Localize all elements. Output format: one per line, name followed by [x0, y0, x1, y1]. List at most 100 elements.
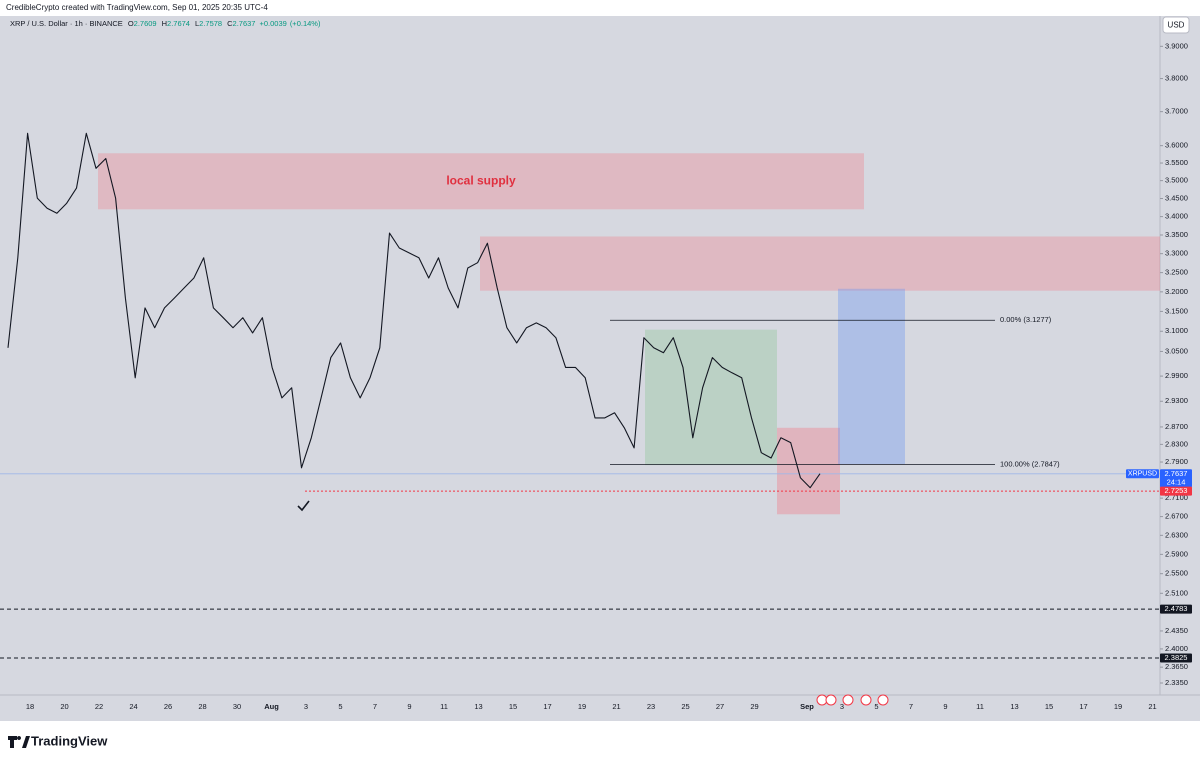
fib-label: 0.00% (3.1277)	[1000, 315, 1052, 324]
x-tick-label: 22	[95, 702, 103, 711]
y-tick-label: 3.7000	[1165, 107, 1188, 116]
x-tick-label: 21	[612, 702, 620, 711]
check-icon	[297, 500, 310, 512]
y-tick-label: 2.7900	[1165, 457, 1188, 466]
brand-name: TradingView	[31, 733, 108, 748]
y-tick-label: 2.6300	[1165, 530, 1188, 539]
y-tick-label: 3.5500	[1165, 158, 1188, 167]
x-tick-label: Aug	[264, 702, 279, 711]
x-tick-label: 21	[1148, 702, 1156, 711]
brand-logo	[8, 736, 30, 748]
y-tick-label: 2.5100	[1165, 588, 1188, 597]
y-tick-label: 3.6000	[1165, 141, 1188, 150]
event-icon[interactable]	[877, 694, 889, 706]
x-tick-label: 15	[1045, 702, 1053, 711]
y-tick-label: 2.5900	[1165, 549, 1188, 558]
event-icon[interactable]	[860, 694, 872, 706]
price-badge	[1160, 486, 1192, 496]
x-tick-label: 26	[164, 702, 172, 711]
ohlc-text: L	[195, 19, 199, 28]
y-tick-label: 3.9000	[1165, 41, 1188, 50]
x-tick-label: 11	[976, 702, 984, 711]
x-tick-label: 11	[440, 702, 448, 711]
y-tick-label: 3.2500	[1165, 268, 1188, 277]
y-tick-label: 2.4350	[1165, 626, 1188, 635]
countdown: 24:14	[1167, 477, 1186, 486]
y-tick-label: 2.8700	[1165, 422, 1188, 431]
price-badge	[1160, 604, 1192, 614]
x-tick-label: 18	[26, 702, 34, 711]
x-tick-label: 7	[909, 702, 913, 711]
y-tick-label: 2.5500	[1165, 569, 1188, 578]
zone	[777, 427, 840, 515]
x-tick-label: 3	[840, 702, 844, 711]
x-tick-label: 24	[129, 702, 137, 711]
zone	[98, 153, 864, 210]
ohlc-text: (+0.14%)	[290, 19, 321, 28]
x-tick-label: 20	[60, 702, 68, 711]
price-badge-label: 2.3825	[1165, 653, 1188, 662]
price-badge-label: 2.7637	[1165, 469, 1188, 478]
x-tick-label: Sep	[800, 702, 814, 711]
chart-area	[0, 16, 1200, 721]
price-line-series	[7, 132, 821, 489]
y-tick-label: 2.3350	[1165, 678, 1188, 687]
x-tick-label: 19	[1114, 702, 1122, 711]
x-tick-label: 17	[543, 702, 551, 711]
ohlc-text: 2.7637	[233, 19, 256, 28]
x-tick-label: 17	[1079, 702, 1087, 711]
x-tick-label: 13	[1010, 702, 1018, 711]
symbol-badge	[1126, 469, 1159, 479]
credit: CredibleCrypto created with TradingView.…	[6, 3, 268, 12]
ohlc-text: C	[227, 19, 233, 28]
event-icon[interactable]	[842, 694, 854, 706]
x-tick-label: 13	[474, 702, 482, 711]
y-tick-label: 3.4500	[1165, 193, 1188, 202]
price-badge	[1160, 653, 1192, 663]
y-tick-label: 3.0500	[1165, 346, 1188, 355]
y-tick-label: 2.9900	[1165, 371, 1188, 380]
x-tick-label: 5	[874, 702, 878, 711]
ohlc-text: 2.7609	[134, 19, 157, 28]
y-tick-label: 3.4000	[1165, 212, 1188, 221]
price-badge-label: 2.4783	[1165, 604, 1188, 613]
x-tick-label: 23	[647, 702, 655, 711]
y-tick-label: 3.8000	[1165, 74, 1188, 83]
x-tick-label: 7	[373, 702, 377, 711]
event-icon[interactable]	[825, 694, 837, 706]
currency-label[interactable]: USD	[1168, 21, 1185, 30]
x-tick-label: 30	[233, 702, 241, 711]
zone-label: local supply	[446, 173, 516, 187]
symbol-title: XRP / U.S. Dollar · 1h · BINANCE O2.7609 H…	[10, 19, 321, 28]
x-tick-label: 3	[304, 702, 308, 711]
ohlc-text: 2.7578	[199, 19, 222, 28]
y-tick-label: 2.3650	[1165, 662, 1188, 671]
event-icons	[816, 694, 889, 706]
y-tick-label: 3.2000	[1165, 287, 1188, 296]
y-tick-label: 2.6700	[1165, 512, 1188, 521]
ohlc-text: H	[162, 19, 167, 28]
x-tick-label: 29	[750, 702, 758, 711]
x-tick-label: 28	[198, 702, 206, 711]
y-tick-label: 2.9300	[1165, 396, 1188, 405]
x-tick-label: 25	[681, 702, 689, 711]
x-tick-label: 27	[716, 702, 724, 711]
ohlc-text: 2.7674	[167, 19, 190, 28]
x-tick-label: 19	[578, 702, 586, 711]
y-tick-label: 2.4000	[1165, 644, 1188, 653]
x-tick-label: 9	[943, 702, 947, 711]
y-tick-label: 3.3000	[1165, 249, 1188, 258]
currency-button[interactable]	[1162, 16, 1190, 34]
y-tick-label: 3.5000	[1165, 176, 1188, 185]
price-badge-label: 2.7253	[1165, 486, 1188, 495]
x-tick-label: 15	[509, 702, 517, 711]
x-tick-label: 9	[407, 702, 411, 711]
zone	[838, 288, 905, 465]
ohlc-text: +0.0039	[259, 19, 286, 28]
x-tick-label: 5	[338, 702, 342, 711]
zone	[645, 329, 777, 466]
ohlc-text: O	[128, 19, 134, 28]
fib-label: 100.00% (2.7847)	[1000, 459, 1060, 468]
